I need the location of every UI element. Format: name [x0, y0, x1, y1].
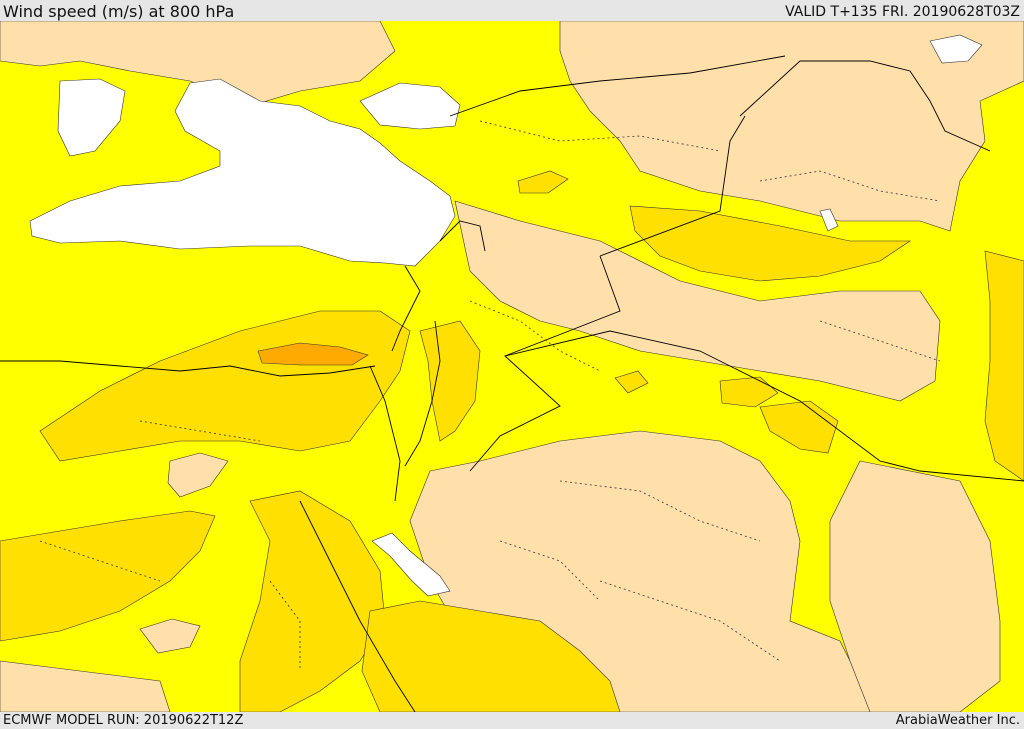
model-run-label: ECMWF MODEL RUN: 20190622T12Z	[3, 713, 244, 728]
gold-south	[361, 600, 621, 712]
valid-time-label: VALID T+135 FRI. 20190628T03Z	[785, 4, 1020, 20]
gold-east-edge	[984, 250, 1024, 482]
header-bar	[0, 0, 1024, 21]
gold-blob-3	[517, 170, 569, 194]
map-title: Wind speed (m/s) at 800 hPa	[3, 2, 235, 21]
coast-levant	[391, 265, 421, 352]
tan-northeast	[559, 21, 1024, 232]
border-syria-iraq	[739, 60, 991, 152]
border-israel-jordan	[404, 320, 441, 467]
border-lebanon	[439, 220, 486, 252]
gulf-of-suez-water	[371, 532, 451, 597]
coast-egypt	[0, 360, 376, 377]
border-saudi-jordan	[504, 330, 1024, 482]
gold-sinai	[419, 320, 481, 442]
mediterranean-sea	[29, 78, 456, 267]
wind-speed-map	[0, 21, 1024, 712]
amber-core	[257, 342, 369, 366]
tan-patch-sudan	[139, 618, 201, 654]
map-panel[interactable]	[0, 21, 1024, 712]
tan-syria-jordan	[454, 200, 941, 402]
credit-label: ArabiaWeather Inc.	[895, 713, 1020, 728]
gold-blob-4	[614, 370, 649, 394]
tan-southeast	[829, 460, 1001, 712]
aegean-sea	[57, 78, 126, 157]
gold-iraq	[629, 205, 911, 282]
lake-east	[819, 208, 839, 232]
border-egypt-sudan	[299, 500, 416, 712]
tan-patch-egypt	[167, 452, 229, 498]
gold-blob-2	[759, 400, 839, 454]
lake-northeast	[929, 34, 983, 64]
country-borders	[0, 55, 1024, 712]
border-egypt-israel	[369, 365, 401, 502]
border-iraq-jordan	[469, 255, 621, 472]
border-turkey-syria	[449, 55, 786, 117]
footer-bar	[0, 712, 1024, 729]
gold-red-sea	[239, 490, 386, 712]
sea-northeast	[359, 82, 461, 130]
tan-southwest	[0, 660, 171, 712]
gold-west	[0, 510, 216, 642]
border-saudi-iraq	[599, 115, 746, 257]
admin-boundaries	[39, 120, 941, 671]
water-bodies	[29, 34, 983, 597]
